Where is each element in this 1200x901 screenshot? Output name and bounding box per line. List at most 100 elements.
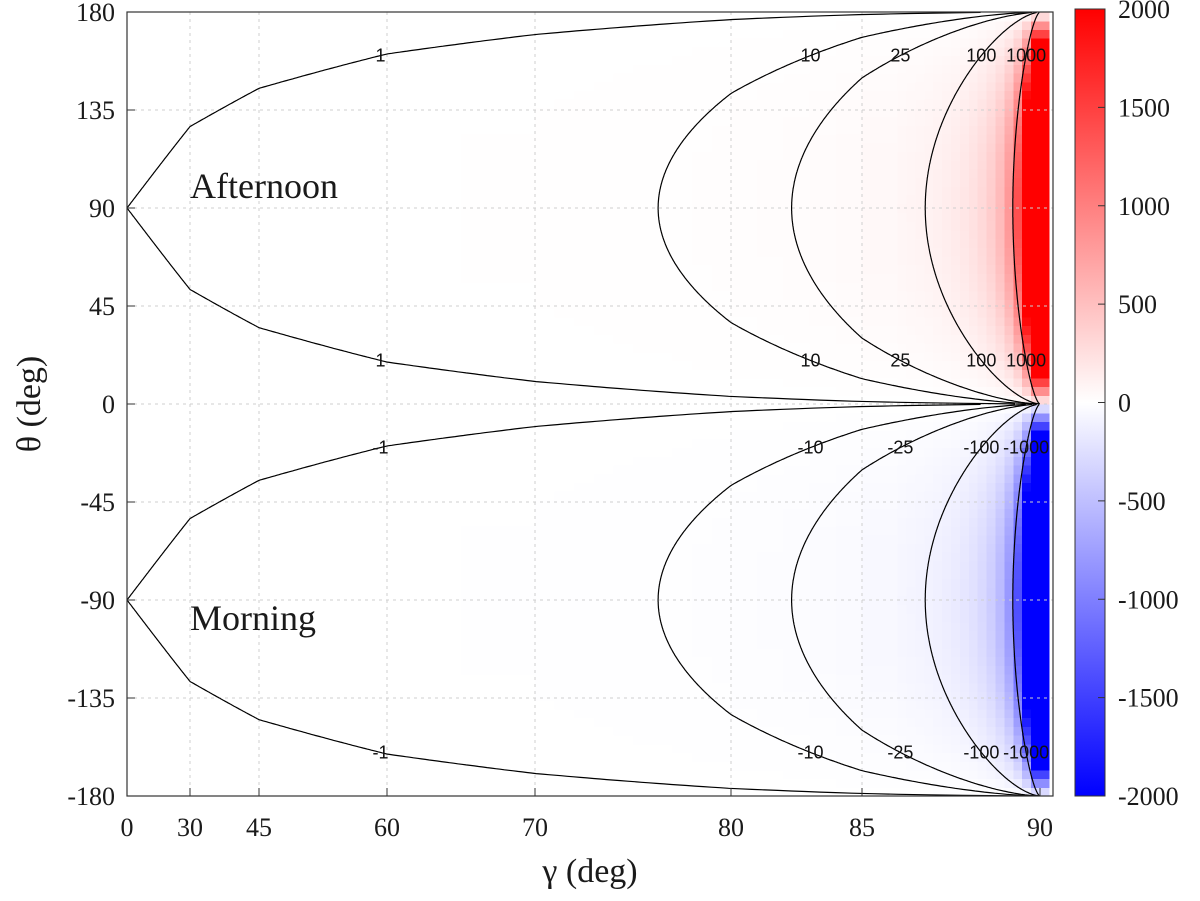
heatmap-cell (652, 682, 673, 693)
heatmap-cell (301, 752, 345, 762)
heatmap-cell (158, 404, 170, 414)
heatmap-cell (835, 290, 863, 301)
heatmap-cell (213, 343, 237, 353)
heatmap-cell (995, 430, 1005, 440)
heatmap-cell (461, 186, 536, 196)
heatmap-cell (924, 299, 934, 309)
heatmap-cell (301, 64, 345, 74)
heatmap-cell (711, 334, 732, 344)
heatmap-cell (190, 46, 214, 57)
heatmap-cell (213, 20, 237, 31)
heatmap-cell (691, 369, 712, 379)
heatmap-cell (862, 386, 899, 396)
heatmap-cell (574, 717, 595, 727)
heatmap-cell (301, 525, 345, 536)
heatmap-cell (672, 20, 693, 31)
heatmap-cell (593, 46, 614, 57)
heatmap-cell (1046, 613, 1050, 623)
heatmap-cell (915, 343, 925, 353)
colorbar-tick-label: -2000 (1118, 782, 1179, 811)
heatmap-cell (190, 125, 214, 135)
heatmap-cell (862, 194, 899, 205)
heatmap-cell (1046, 343, 1050, 353)
heatmap-cell (959, 508, 970, 518)
heatmap-cell (1043, 639, 1048, 649)
heatmap-cell (259, 20, 303, 31)
heatmap-cell (344, 55, 388, 65)
heatmap-cell (959, 656, 970, 666)
heatmap-cell (711, 499, 732, 510)
heatmap-cell (924, 595, 934, 605)
heatmap-cell (1004, 46, 1014, 57)
heatmap-cell (554, 726, 575, 736)
heatmap-cell (169, 299, 181, 309)
heatmap-cell (259, 560, 303, 571)
heatmap-cell (711, 386, 732, 396)
heatmap-cell (137, 578, 149, 588)
heatmap-cell (633, 543, 654, 553)
heatmap-cell (148, 761, 160, 771)
heatmap-cell (158, 674, 170, 684)
heatmap-cell (731, 125, 758, 135)
heatmap-cell (190, 369, 214, 379)
heatmap-cell (1031, 369, 1041, 379)
heatmap-cell (593, 404, 614, 414)
heatmap-cell (574, 647, 595, 658)
heatmap-cell (951, 20, 961, 31)
heatmap-cell (1040, 308, 1044, 318)
heatmap-cell (535, 12, 556, 22)
heatmap-cell (169, 665, 181, 675)
heatmap-cell (915, 517, 925, 527)
heatmap-cell (757, 238, 784, 248)
heatmap-cell (1022, 116, 1032, 126)
heatmap-cell (461, 473, 536, 483)
heatmap-cell (809, 151, 837, 161)
heatmap-cell (1004, 430, 1014, 440)
heatmap-cell (862, 72, 899, 83)
heatmap-cell (942, 438, 952, 449)
heatmap-cell (835, 229, 863, 240)
heatmap-cell (137, 761, 149, 771)
heatmap-cell (951, 447, 961, 457)
heatmap-cell (387, 726, 462, 736)
heatmap-cell (137, 717, 149, 727)
heatmap-cell (213, 438, 237, 449)
heatmap-cell (190, 499, 214, 510)
heatmap-cell (301, 639, 345, 649)
heatmap-cell (835, 386, 863, 396)
heatmap-cell (137, 560, 149, 571)
heatmap-cell (179, 142, 191, 152)
heatmap-cell (652, 639, 673, 649)
heatmap-cell (915, 586, 925, 597)
heatmap-cell (387, 142, 462, 152)
heatmap-cell (757, 735, 784, 745)
heatmap-cell (933, 343, 943, 353)
heatmap-cell (387, 665, 462, 675)
heatmap-cell (259, 168, 303, 179)
heatmap-cell (461, 273, 536, 283)
heatmap-cell (259, 116, 303, 126)
heatmap-cell (711, 125, 732, 135)
heatmap-cell (613, 743, 634, 754)
heatmap-cell (757, 194, 784, 205)
heatmap-cell (137, 247, 149, 257)
heatmap-cell (757, 299, 784, 309)
heatmap-cell (986, 125, 997, 135)
heatmap-cell (968, 221, 979, 231)
heatmap-cell (968, 543, 979, 553)
heatmap-cell (1031, 351, 1041, 362)
heatmap-cell (158, 125, 170, 135)
heatmap-cell (574, 247, 595, 257)
heatmap-cell (613, 735, 634, 745)
heatmap-cell (862, 369, 899, 379)
heatmap-cell (148, 107, 160, 118)
heatmap-cell (613, 621, 634, 632)
heatmap-cell (933, 613, 943, 623)
heatmap-cell (387, 360, 462, 370)
heatmap-cell (301, 552, 345, 562)
heatmap-cell (652, 334, 673, 344)
heatmap-cell (535, 125, 556, 135)
heatmap-cell (1040, 421, 1044, 431)
heatmap-cell (1043, 438, 1048, 449)
heatmap-cell (897, 726, 908, 736)
